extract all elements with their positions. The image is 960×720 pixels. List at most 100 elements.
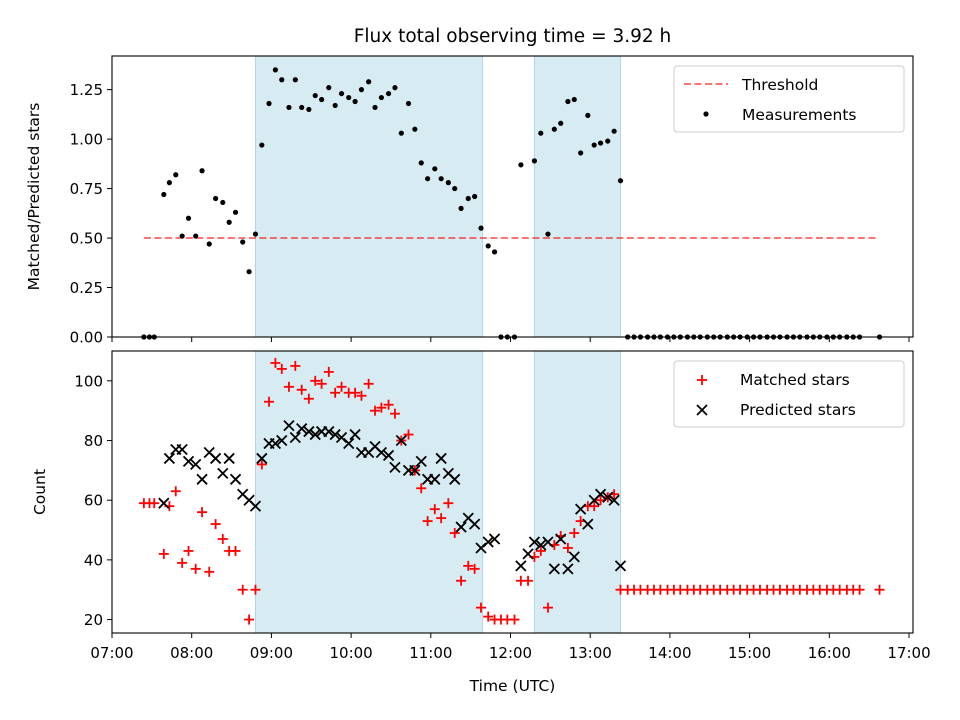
- predicted-star-point: [435, 452, 447, 465]
- matched-star-point: [422, 516, 433, 527]
- matched-star-point: [416, 483, 427, 494]
- y-tick-label: 20: [84, 611, 103, 629]
- x-tick-label: 13:00: [569, 644, 612, 662]
- matched-star-point: [204, 566, 215, 577]
- x-tick-label: 08:00: [170, 644, 213, 662]
- legend-predicted-label: Predicted stars: [740, 401, 856, 419]
- measurement-point: [272, 67, 278, 73]
- predicted-star-point: [249, 500, 262, 512]
- legend-predicted-swatch: [696, 404, 708, 416]
- predicted-star-point: [575, 503, 587, 515]
- predicted-star-point: [276, 434, 288, 447]
- matched-star-point: [296, 384, 307, 395]
- matched-star-point: [350, 387, 361, 398]
- bottom-plot-area: [138, 357, 885, 625]
- matched-star-point: [569, 528, 580, 539]
- measurement-point: [418, 160, 424, 166]
- measurement-point: [279, 77, 285, 83]
- measurement-point: [352, 98, 358, 105]
- matched-star-point: [197, 507, 208, 518]
- matched-star-point: [303, 393, 314, 404]
- measurement-point: [585, 112, 591, 118]
- measurement-point: [185, 215, 192, 221]
- measurement-point: [617, 178, 624, 184]
- measurement-point: [591, 142, 597, 148]
- measurement-point: [232, 209, 239, 215]
- measurement-point: [326, 85, 332, 91]
- measurement-point: [292, 77, 298, 83]
- measurement-point: [491, 249, 498, 255]
- measurement-point: [332, 102, 338, 109]
- bottom-legend: Matched stars Predicted stars: [673, 360, 905, 428]
- matched-star-point: [256, 459, 267, 470]
- measurement-point: [161, 191, 167, 198]
- measurement-point: [252, 231, 259, 237]
- y-tick-label: 60: [84, 492, 103, 510]
- measurement-point: [545, 231, 551, 237]
- measurement-point: [605, 138, 611, 144]
- shaded-span-2: [533, 350, 621, 634]
- predicted-star-point: [455, 521, 467, 533]
- predicted-star-point: [389, 461, 401, 474]
- x-tick-label: 14:00: [648, 644, 691, 662]
- x-tick-label: 15:00: [728, 644, 771, 662]
- x-tick-label: 09:00: [250, 644, 293, 662]
- measurement-point: [578, 150, 584, 156]
- top-x-ticks: [111, 337, 910, 342]
- measurement-point: [240, 239, 246, 245]
- measurement-point: [412, 126, 418, 132]
- predicted-star-point: [562, 563, 574, 575]
- matched-star-point: [276, 363, 287, 374]
- predicted-star-point: [158, 497, 170, 509]
- predicted-star-point: [269, 437, 282, 450]
- y-tick-label: 1.00: [70, 131, 103, 149]
- predicted-star-point: [289, 431, 301, 444]
- measurement-point: [385, 90, 392, 97]
- matched-star-point: [535, 545, 546, 556]
- measurement-point: [518, 162, 524, 168]
- top-y-ticks: 0.00 0.25 0.50 0.75 1.00 1.25: [70, 81, 112, 347]
- predicted-star-point: [568, 551, 580, 563]
- measurement-point: [246, 269, 252, 275]
- predicted-star-point: [229, 473, 242, 485]
- measurement-point: [286, 104, 292, 111]
- legend-measurements-swatch: [703, 111, 709, 117]
- measurement-point: [319, 96, 325, 103]
- measurement-point: [226, 219, 232, 225]
- predicted-star-point: [469, 518, 481, 530]
- matched-star-point: [429, 504, 440, 515]
- matched-star-point: [323, 366, 334, 377]
- measurement-point: [358, 87, 365, 93]
- y-tick-label: 80: [84, 432, 103, 450]
- matched-star-point: [523, 575, 534, 586]
- matched-star-point: [383, 399, 394, 410]
- measurement-point: [452, 185, 458, 192]
- matched-star-point: [456, 575, 467, 586]
- top-legend-box: [673, 65, 905, 133]
- measurement-point: [445, 180, 451, 186]
- matched-star-point: [177, 557, 188, 568]
- matched-star-point: [403, 429, 414, 440]
- matched-star-point: [217, 534, 228, 544]
- x-tick-label: 12:00: [489, 644, 532, 662]
- x-tick-label: 16:00: [808, 644, 851, 662]
- x-axis-label: Time (UTC): [469, 677, 556, 695]
- predicted-star-point: [309, 428, 321, 441]
- y-tick-label: 0.00: [70, 329, 103, 347]
- predicted-star-point: [395, 434, 407, 447]
- predicted-star-point: [190, 458, 202, 471]
- measurement-point: [338, 90, 345, 97]
- measurement-point: [173, 172, 179, 178]
- predicted-star-point: [515, 560, 527, 572]
- measurement-point: [465, 195, 471, 202]
- matched-star-point: [509, 614, 520, 625]
- bottom-x-ticks: 07:00 08:00 09:00 10:00 11:00 12:00 13:00 14:00…: [90, 633, 931, 662]
- measurement-point: [478, 225, 484, 231]
- matched-star-point: [336, 381, 347, 392]
- measurement-point: [472, 193, 478, 200]
- predicted-star-point: [296, 422, 308, 435]
- matched-star-point: [476, 602, 487, 613]
- predicted-star-point: [382, 449, 395, 462]
- predicted-star-point: [323, 425, 335, 438]
